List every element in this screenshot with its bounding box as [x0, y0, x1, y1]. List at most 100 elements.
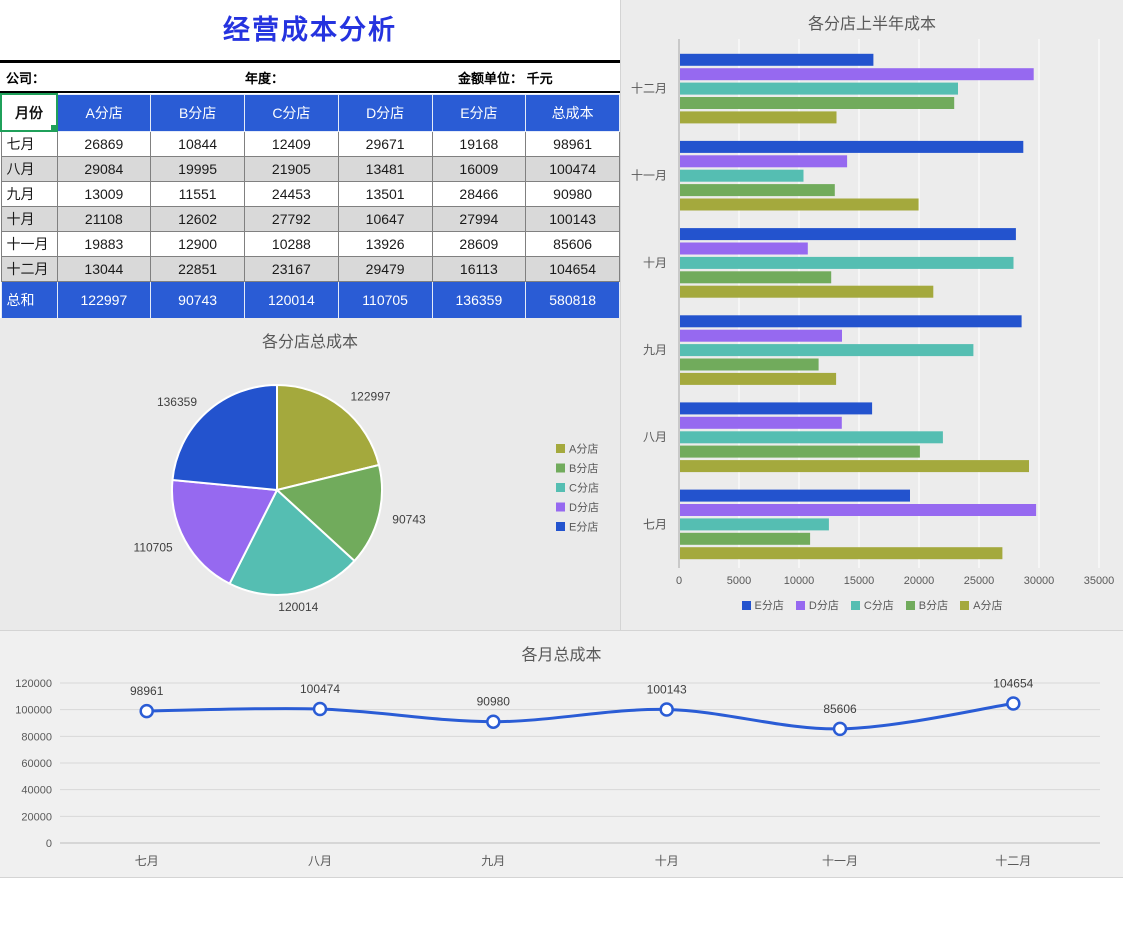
- y-tick-label: 120000: [15, 678, 52, 690]
- line-data-label: 100143: [647, 683, 687, 697]
- value-cell[interactable]: 12900: [150, 230, 245, 257]
- value-cell[interactable]: 22851: [150, 255, 245, 282]
- legend-item: E分店: [741, 597, 784, 613]
- column-header[interactable]: E分店: [431, 93, 527, 132]
- total-label-cell[interactable]: 总和: [0, 280, 58, 319]
- value-cell[interactable]: 19995: [150, 155, 245, 182]
- bar: [680, 315, 1022, 328]
- month-cell[interactable]: 十一月: [0, 230, 58, 257]
- bar: [680, 358, 819, 371]
- total-value-cell[interactable]: 110705: [337, 280, 433, 319]
- value-cell[interactable]: 10647: [337, 205, 433, 232]
- value-cell[interactable]: 13481: [337, 155, 433, 182]
- x-tick-label: 15000: [844, 575, 875, 587]
- table-panel: 经营成本分析 公司： 年度： 金额单位： 千元 月份 A分店 B分店 C分店 D分店 E分…: [0, 0, 620, 319]
- category-label: 七月: [643, 517, 667, 531]
- table-row: 九月 13009 11551 24453 13501 28466 90980: [0, 180, 620, 207]
- value-cell[interactable]: 13009: [56, 180, 152, 207]
- column-header[interactable]: C分店: [244, 93, 339, 132]
- value-cell[interactable]: 29084: [56, 155, 152, 182]
- value-cell[interactable]: 16113: [431, 255, 527, 282]
- value-cell[interactable]: 100474: [525, 155, 620, 182]
- legend-label: D分店: [808, 600, 839, 612]
- total-value-cell[interactable]: 580818: [525, 280, 620, 319]
- value-cell[interactable]: 26869: [56, 130, 152, 157]
- value-cell[interactable]: 19168: [431, 130, 527, 157]
- value-cell[interactable]: 104654: [525, 255, 620, 282]
- value-cell[interactable]: 29479: [337, 255, 433, 282]
- bar: [680, 344, 974, 357]
- category-label: 十二月: [995, 854, 1031, 868]
- value-cell[interactable]: 10844: [150, 130, 245, 157]
- value-cell[interactable]: 24453: [244, 180, 339, 207]
- value-cell[interactable]: 11551: [150, 180, 245, 207]
- legend-swatch: [960, 600, 970, 610]
- bar-chart: 0 5000 10000 15000 20000 25000 30000 35000 七月 八月 九…: [631, 39, 1115, 587]
- total-value-cell[interactable]: 136359: [431, 280, 527, 319]
- pie-data-label: 90743: [392, 513, 426, 527]
- pie-slice: [276, 383, 381, 492]
- line-marker: [832, 721, 848, 737]
- value-cell[interactable]: 19883: [56, 230, 152, 257]
- column-header[interactable]: A分店: [56, 93, 152, 132]
- bar: [680, 489, 910, 502]
- value-cell[interactable]: 100143: [525, 205, 620, 232]
- value-cell[interactable]: 90980: [525, 180, 620, 207]
- table-row: 十一月 19883 12900 10288 13926 28609 85606: [0, 230, 620, 257]
- total-value-cell[interactable]: 122997: [56, 280, 152, 319]
- table-row: 七月 26869 10844 12409 29671 19168 98961: [0, 130, 620, 157]
- value-cell[interactable]: 28466: [431, 180, 527, 207]
- table-body: 七月 26869 10844 12409 29671 19168 98961 八月 29084 1…: [0, 130, 620, 319]
- value-cell[interactable]: 27994: [431, 205, 527, 232]
- value-cell[interactable]: 12602: [150, 205, 245, 232]
- column-header[interactable]: B分店: [150, 93, 245, 132]
- month-cell[interactable]: 十二月: [0, 255, 58, 282]
- value-cell[interactable]: 12409: [244, 130, 339, 157]
- info-row: 公司： 年度： 金额单位： 千元: [0, 60, 620, 93]
- legend-item: C分店: [850, 597, 894, 613]
- y-tick-label: 80000: [21, 731, 52, 743]
- value-cell[interactable]: 28609: [431, 230, 527, 257]
- table-header: 月份 A分店 B分店 C分店 D分店 E分店 总成本: [0, 93, 620, 132]
- pie-data-label: 122997: [351, 389, 391, 403]
- value-cell[interactable]: 16009: [431, 155, 527, 182]
- value-cell[interactable]: 21108: [56, 205, 152, 232]
- value-cell[interactable]: 29671: [337, 130, 433, 157]
- legend-swatch: [556, 502, 565, 512]
- category-label: 九月: [643, 343, 667, 357]
- total-value-cell[interactable]: 120014: [244, 280, 339, 319]
- x-tick-label: 35000: [1084, 575, 1115, 587]
- value-cell[interactable]: 85606: [525, 230, 620, 257]
- month-cell[interactable]: 八月: [0, 155, 58, 182]
- y-tick-label: 100000: [15, 705, 52, 717]
- pie-slice: [171, 478, 279, 586]
- value-cell[interactable]: 13926: [337, 230, 433, 257]
- bar: [680, 518, 829, 531]
- bar: [680, 445, 920, 458]
- year-label: 年度：: [245, 70, 285, 86]
- value-cell[interactable]: 23167: [244, 255, 339, 282]
- category-label: 七月: [135, 854, 159, 868]
- month-cell[interactable]: 七月: [0, 130, 58, 157]
- column-header[interactable]: 总成本: [525, 93, 620, 132]
- month-cell[interactable]: 十月: [0, 205, 58, 232]
- pie-data-label: 120014: [278, 600, 318, 614]
- category-label: 十一月: [822, 854, 858, 868]
- pie-data-label: 136359: [157, 395, 197, 409]
- value-cell[interactable]: 13044: [56, 255, 152, 282]
- bar: [680, 198, 919, 211]
- value-cell[interactable]: 13501: [337, 180, 433, 207]
- month-column-header[interactable]: 月份: [0, 93, 58, 132]
- value-cell[interactable]: 98961: [525, 130, 620, 157]
- value-cell[interactable]: 27792: [244, 205, 339, 232]
- category-label: 十月: [655, 854, 679, 868]
- value-cell[interactable]: 10288: [244, 230, 339, 257]
- month-cell[interactable]: 九月: [0, 180, 58, 207]
- total-value-cell[interactable]: 90743: [150, 280, 245, 319]
- column-header[interactable]: D分店: [337, 93, 433, 132]
- bar-chart-title: 各分店上半年成本: [807, 16, 936, 33]
- bar: [680, 228, 1016, 241]
- legend-swatch: [850, 600, 860, 610]
- value-cell[interactable]: 21905: [244, 155, 339, 182]
- line-marker: [486, 714, 501, 729]
